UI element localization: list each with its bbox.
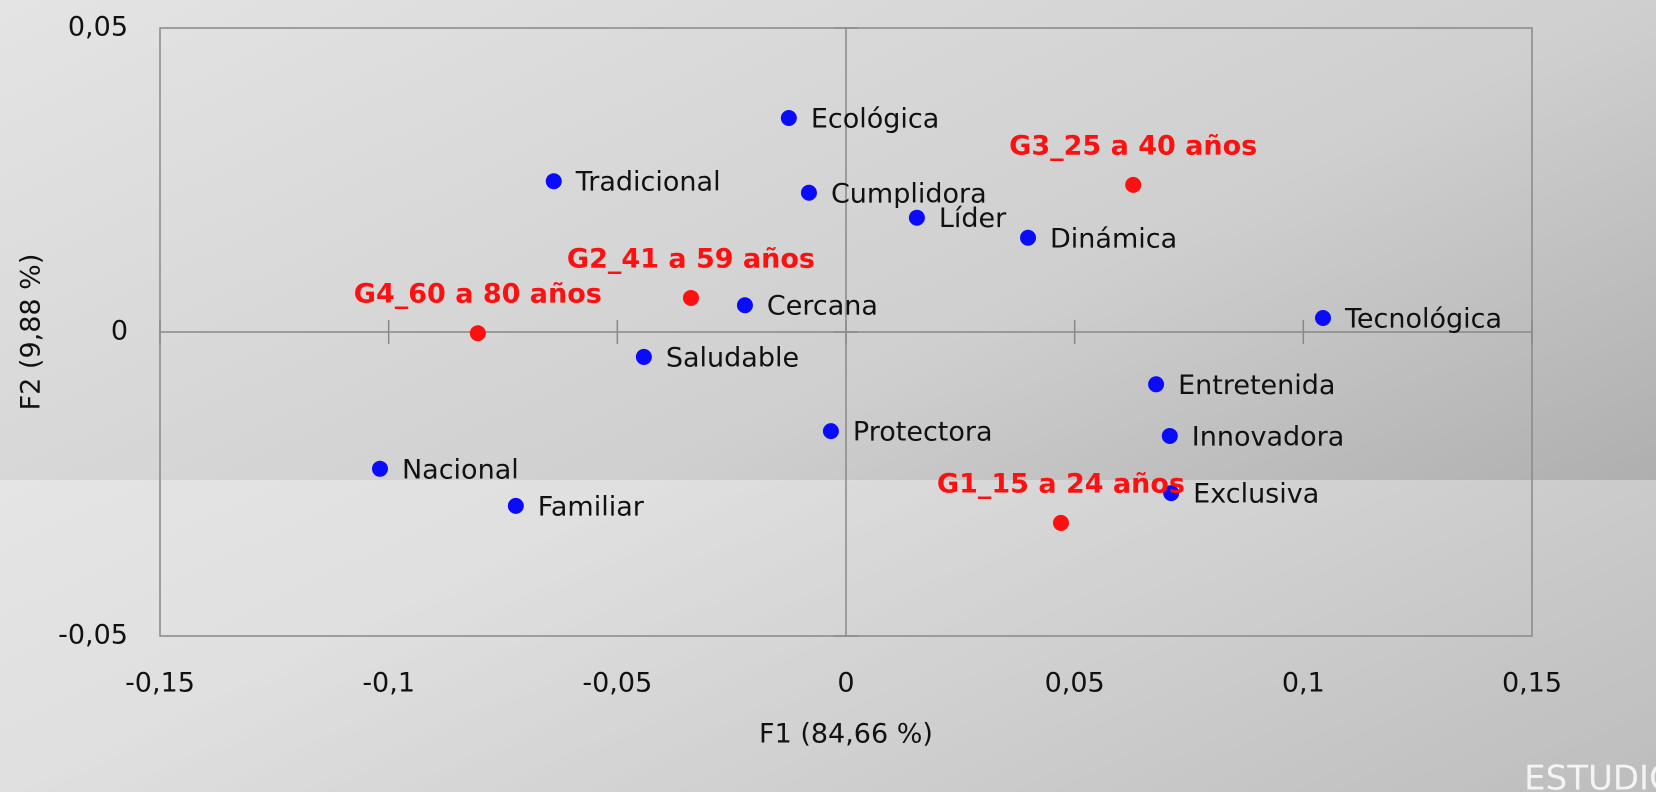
point-label: Dinámica [1050,223,1177,254]
point [469,325,486,342]
point [635,348,652,365]
point-label: Tecnológica [1344,304,1502,335]
point-label: Familiar [538,491,645,522]
point-label: Protectora [853,417,993,448]
point [507,497,524,514]
point-label: Exclusiva [1193,479,1319,510]
point [1052,514,1069,531]
point-label: Saludable [666,342,799,373]
x-tick-label: -0,05 [582,668,652,699]
x-tick-label: 0,15 [1502,668,1562,699]
watermark: ESTUDIO [1524,759,1656,792]
point-label: Líder [939,203,1007,234]
point-label: Entretenida [1178,370,1335,401]
point-label: Cercana [767,291,878,322]
point-label: Nacional [402,454,519,485]
point [736,297,753,314]
x-tick-label: -0,15 [125,668,195,699]
point [800,184,817,201]
group-label: G4_60 a 80 años [354,279,602,310]
point-label: Cumplidora [831,178,987,209]
point-label: Tradicional [575,167,721,198]
point [1125,176,1142,193]
y-tick-label: -0,05 [58,620,128,651]
point [780,109,797,126]
point [371,460,388,477]
point-label: Innovadora [1192,421,1345,452]
point [1148,376,1165,393]
point [1161,427,1178,444]
x-tick-label: -0,1 [362,668,415,699]
point [545,173,562,190]
group-label: G1_15 a 24 años [937,468,1185,499]
x-tick-label: 0,1 [1282,668,1325,699]
point-label: Ecológica [811,103,939,134]
y-tick-label: 0,05 [68,12,128,43]
point [1314,310,1331,327]
point [682,289,699,306]
x-tick-label: 0,05 [1045,668,1105,699]
group-label: G2_41 a 59 años [567,243,815,274]
point [1163,485,1180,502]
x-axis-title: F1 (84,66 %) [759,719,933,750]
point [822,423,839,440]
point [1020,229,1037,246]
y-axis-title: F2 (9,88 %) [16,254,47,411]
point [908,209,925,226]
x-tick-label: 0 [837,668,854,699]
y-tick-label: 0 [111,316,128,347]
group-label: G3_25 a 40 años [1009,130,1257,161]
